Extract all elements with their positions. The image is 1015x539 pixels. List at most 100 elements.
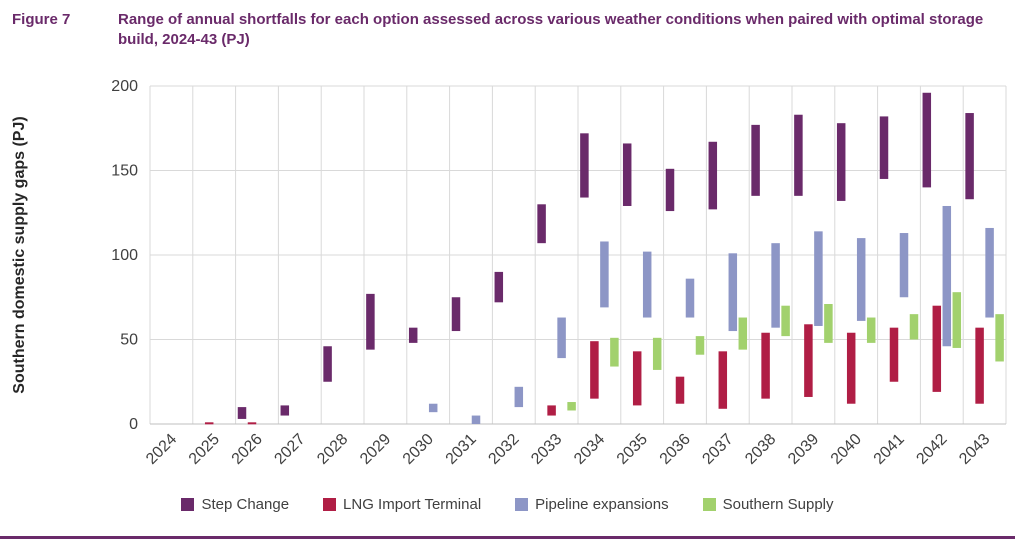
legend-swatch — [515, 498, 529, 511]
range-bar — [942, 205, 952, 347]
range-bar — [567, 402, 576, 411]
range-chart-svg: 0 50 100 150 200 2024 2025 2026 2027 2028 2029 2030… — [11, 78, 1007, 468]
range-bar — [836, 123, 846, 201]
x-tick-label: 2027 — [271, 431, 308, 468]
range-bar — [514, 386, 524, 408]
figure-title: Range of annual shortfalls for each opti… — [118, 11, 984, 49]
range-bar — [428, 403, 438, 413]
legend-label: Southern Supply — [722, 496, 834, 513]
range-bar — [204, 422, 214, 425]
x-tick-label: 2030 — [400, 431, 437, 468]
range-bar — [547, 405, 556, 416]
range-bar — [632, 351, 642, 406]
range-bar — [494, 271, 504, 303]
range-bar — [537, 204, 546, 244]
x-tick-label: 2039 — [785, 431, 822, 468]
y-tick-label: 150 — [111, 163, 138, 180]
range-bar — [771, 243, 780, 328]
x-tick-label: 2043 — [956, 431, 993, 468]
x-tick-label: 2031 — [443, 431, 480, 468]
range-bar — [408, 327, 418, 343]
range-bar — [280, 405, 290, 416]
legend-swatch — [702, 498, 716, 511]
y-tick-label: 0 — [129, 416, 138, 433]
range-bar — [856, 238, 866, 321]
range-bar — [600, 241, 609, 308]
range-bar — [557, 317, 566, 359]
legend-item: Pipeline expansions — [515, 496, 669, 513]
x-tick-label: 2041 — [871, 431, 908, 468]
x-tick-label: 2037 — [699, 431, 736, 468]
range-bar — [952, 292, 962, 348]
footer-accent-rule — [0, 536, 1015, 539]
x-tick-label: 2029 — [357, 431, 394, 468]
x-tick-label: 2032 — [485, 431, 522, 468]
y-tick-label: 50 — [120, 332, 138, 349]
range-bar — [866, 317, 876, 343]
range-bar — [794, 114, 803, 196]
range-bar — [451, 297, 461, 332]
range-bar — [909, 314, 919, 340]
range-bar — [323, 346, 332, 382]
range-bar — [846, 332, 856, 404]
range-bar — [985, 227, 994, 318]
range-bar — [652, 337, 662, 370]
x-tick-label: 2036 — [657, 431, 694, 468]
x-tick-label: 2028 — [314, 431, 351, 468]
x-tick-label: 2035 — [614, 431, 651, 468]
range-bar — [761, 332, 770, 399]
range-bar — [804, 324, 813, 397]
range-bar — [580, 133, 589, 198]
figure-header: Figure 7 Range of annual shortfalls for … — [0, 0, 1015, 51]
range-bar — [738, 317, 748, 350]
range-bar — [675, 376, 685, 404]
range-bar — [708, 141, 718, 210]
range-bar — [975, 327, 984, 404]
y-tick-label: 100 — [111, 247, 138, 264]
range-bar — [685, 278, 695, 318]
legend-swatch — [323, 498, 337, 511]
range-bar — [665, 168, 675, 212]
range-bar — [237, 407, 247, 419]
range-bar — [814, 231, 823, 326]
range-bar — [471, 415, 481, 424]
range-bar — [718, 351, 728, 409]
range-bar — [781, 305, 790, 337]
range-bar — [728, 253, 738, 332]
range-chart: 0 50 100 150 200 2024 2025 2026 2027 2028 2029 2030… — [0, 70, 1015, 484]
range-bar — [590, 341, 599, 399]
range-bar — [889, 327, 899, 382]
range-bar — [247, 422, 257, 425]
x-tick-label: 2040 — [828, 431, 865, 468]
x-tick-label: 2025 — [186, 431, 223, 468]
legend-item: Step Change — [181, 496, 289, 513]
y-tick-label: 200 — [111, 78, 138, 95]
range-bar — [824, 304, 833, 343]
legend-label: LNG Import Terminal — [343, 496, 482, 513]
range-bar — [366, 293, 375, 350]
y-axis-title: Southern domestic supply gaps (PJ) — [11, 116, 28, 393]
legend-label: Pipeline expansions — [535, 496, 669, 513]
range-bar — [965, 113, 974, 200]
legend-item: LNG Import Terminal — [323, 496, 481, 513]
range-bar — [610, 337, 619, 367]
legend-swatch — [181, 498, 195, 511]
range-bar — [922, 92, 932, 188]
x-tick-label: 2042 — [913, 431, 950, 468]
range-bar — [751, 124, 760, 196]
range-bar — [622, 143, 632, 206]
range-bar — [879, 116, 889, 179]
range-bar — [932, 305, 942, 392]
x-tick-label: 2026 — [229, 431, 266, 468]
chart-legend: Step Change LNG Import Terminal Pipeline e… — [0, 496, 1015, 513]
x-tick-label: 2038 — [742, 431, 779, 468]
range-bar — [995, 314, 1004, 362]
x-tick-label: 2034 — [571, 431, 608, 468]
range-bar — [695, 336, 705, 355]
range-bar — [642, 251, 652, 318]
legend-label: Step Change — [201, 496, 290, 513]
range-bar — [899, 233, 909, 298]
x-tick-label: 2033 — [528, 431, 565, 468]
figure-number: Figure 7 — [12, 11, 71, 28]
legend-item: Southern Supply — [702, 496, 834, 513]
